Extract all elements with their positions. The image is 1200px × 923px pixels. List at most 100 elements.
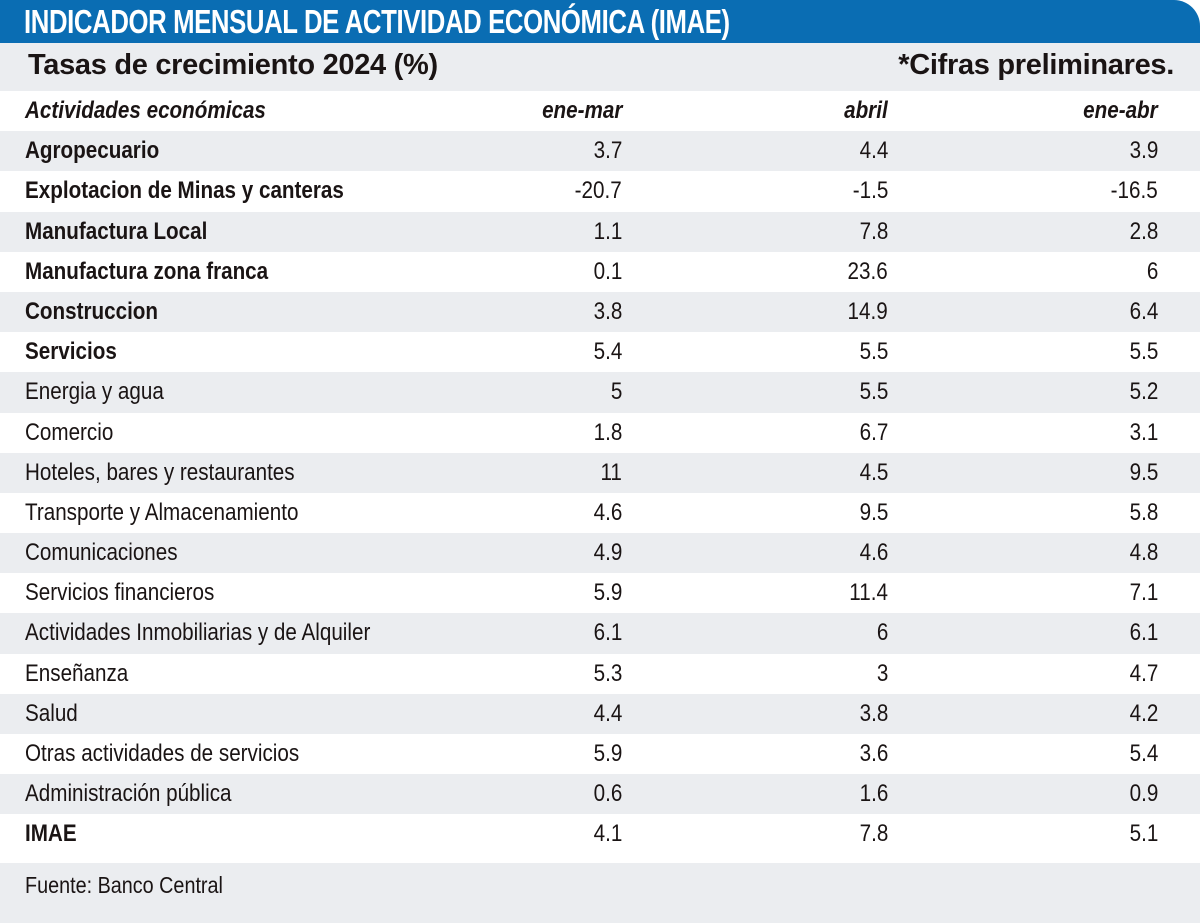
- activity-label: IMAE: [25, 820, 77, 848]
- table-row: Actividades Inmobiliarias y de Alquiler 6…: [0, 613, 1200, 654]
- footer: Fuente: Banco Central: [0, 863, 1200, 923]
- activity-label: Construccion: [25, 297, 159, 325]
- value-abril: 4.4: [859, 137, 888, 165]
- value-ene-mar: 5.9: [593, 740, 622, 767]
- value-ene-mar: 4.9: [593, 539, 622, 567]
- value-ene-mar: 1.1: [593, 217, 622, 245]
- table-row: Administración pública 0.6 1.6 0.9: [0, 774, 1200, 815]
- activity-label: Manufactura zona franca: [25, 257, 269, 285]
- activity-label: Otras actividades de servicios: [25, 740, 300, 767]
- value-abril: 5.5: [859, 378, 888, 406]
- table-body: Agropecuario 3.7 4.4 3.9 Explotacion de Mina…: [0, 131, 1200, 855]
- table-row: Servicios 5.4 5.5 5.5: [0, 332, 1200, 373]
- value-ene-abr: 5.5: [1129, 338, 1158, 366]
- value-ene-abr: 5.2: [1129, 378, 1158, 406]
- column-header-activity: Actividades económicas: [25, 97, 266, 124]
- source-note: Fuente: Banco Central: [25, 872, 223, 898]
- value-ene-abr: -16.5: [1110, 177, 1158, 205]
- table-row: Servicios financieros 5.9 11.4 7.1: [0, 573, 1200, 614]
- activity-label: Explotacion de Minas y canteras: [25, 177, 344, 205]
- table-row: Energia y agua 5 5.5 5.2: [0, 372, 1200, 413]
- value-abril: 4.6: [859, 539, 888, 567]
- column-header-abril: abril: [844, 97, 888, 124]
- value-ene-abr: 5.8: [1129, 498, 1158, 526]
- value-ene-abr: 7.1: [1129, 579, 1158, 607]
- value-abril: 6: [876, 619, 888, 647]
- table-header-row: Actividades económicas ene-mar abril ene…: [0, 91, 1200, 132]
- table-row: Comercio 1.8 6.7 3.1: [0, 412, 1200, 453]
- value-ene-mar: 0.6: [593, 780, 622, 808]
- table-row: Manufactura Local 1.1 7.8 2.8: [0, 211, 1200, 252]
- activity-label: Hoteles, bares y restaurantes: [25, 458, 295, 486]
- value-abril: 4.5: [859, 458, 888, 486]
- value-ene-mar: 4.1: [593, 820, 622, 848]
- column-header-ene-mar: ene-mar: [541, 97, 622, 124]
- activity-label: Energia y agua: [25, 378, 164, 406]
- value-ene-abr: 4.7: [1129, 659, 1158, 687]
- value-ene-abr: 6.4: [1129, 297, 1158, 325]
- value-ene-abr: 3.9: [1129, 137, 1158, 165]
- value-ene-mar: 1.8: [593, 418, 622, 446]
- value-ene-abr: 2.8: [1129, 217, 1158, 245]
- value-ene-abr: 9.5: [1129, 458, 1158, 486]
- value-ene-mar: 5.3: [593, 659, 622, 687]
- value-ene-mar: 11: [600, 458, 622, 486]
- value-abril: -1.5: [852, 177, 888, 205]
- value-ene-mar: 6.1: [593, 619, 622, 647]
- value-abril: 7.8: [859, 217, 888, 245]
- page-title: INDICADOR MENSUAL DE ACTIVIDAD ECONÓMICA…: [24, 3, 730, 40]
- activity-label: Servicios: [25, 338, 117, 366]
- value-ene-mar: 3.7: [593, 137, 622, 165]
- value-ene-mar: 3.8: [593, 297, 622, 325]
- value-abril: 5.5: [859, 338, 888, 366]
- table-row: Explotacion de Minas y canteras -20.7 -1.5…: [0, 171, 1200, 212]
- value-ene-abr: 6: [1146, 257, 1158, 285]
- table-row: Otras actividades de servicios 5.9 3.6 5.4: [0, 734, 1200, 775]
- table-row: Construccion 3.8 14.9 6.4: [0, 291, 1200, 333]
- value-ene-abr: 4.2: [1129, 699, 1158, 727]
- value-ene-abr: 6.1: [1129, 619, 1158, 647]
- table-row: Hoteles, bares y restaurantes 11 4.5 9.5: [0, 452, 1200, 493]
- table-row: Manufactura zona franca 0.1 23.6 6: [0, 251, 1200, 292]
- value-abril: 3: [876, 659, 888, 687]
- preliminary-note: *Cifras preliminares.: [898, 49, 1174, 81]
- activity-label: Administración pública: [25, 780, 232, 808]
- activity-label: Manufactura Local: [25, 217, 208, 245]
- value-abril: 11.4: [849, 579, 888, 607]
- value-abril: 3.6: [859, 740, 888, 767]
- value-ene-mar: 5.4: [593, 338, 622, 366]
- table-row: Agropecuario 3.7 4.4 3.9: [0, 131, 1200, 172]
- activity-label: Transporte y Almacenamiento: [25, 498, 299, 526]
- value-abril: 6.7: [859, 418, 888, 446]
- value-abril: 3.8: [859, 699, 888, 727]
- value-ene-abr: 5.4: [1129, 740, 1158, 767]
- data-table: Actividades económicas ene-mar abril ene…: [0, 91, 1200, 855]
- table-row: Transporte y Almacenamiento 4.6 9.5 5.8: [0, 492, 1200, 534]
- activity-label: Actividades Inmobiliarias y de Alquiler: [25, 619, 371, 647]
- subtitle: Tasas de crecimiento 2024 (%): [28, 49, 438, 81]
- value-abril: 23.6: [847, 257, 888, 285]
- value-abril: 1.6: [859, 780, 888, 808]
- table-row: Enseñanza 5.3 3 4.7: [0, 653, 1200, 694]
- activity-label: Enseñanza: [25, 659, 129, 687]
- table-row: Comunicaciones 4.9 4.6 4.8: [0, 533, 1200, 574]
- value-abril: 14.9: [847, 297, 888, 325]
- value-ene-mar: 5.9: [593, 579, 622, 607]
- activity-label: Agropecuario: [25, 137, 160, 165]
- activity-label: Salud: [25, 699, 78, 727]
- table-row: Salud 4.4 3.8 4.2: [0, 693, 1200, 734]
- value-ene-abr: 0.9: [1129, 780, 1158, 808]
- activity-label: Comunicaciones: [25, 539, 178, 567]
- activity-label: Comercio: [25, 418, 114, 446]
- value-ene-abr: 5.1: [1129, 820, 1158, 848]
- value-abril: 7.8: [859, 820, 888, 848]
- value-ene-mar: 4.4: [593, 699, 622, 727]
- value-ene-mar: 5: [610, 378, 622, 406]
- activity-label: Servicios financieros: [25, 579, 215, 607]
- value-ene-abr: 4.8: [1129, 539, 1158, 567]
- value-abril: 9.5: [859, 498, 888, 526]
- table-row: IMAE 4.1 7.8 5.1: [0, 814, 1200, 855]
- value-ene-mar: -20.7: [574, 177, 622, 205]
- title-band: INDICADOR MENSUAL DE ACTIVIDAD ECONÓMICA…: [0, 0, 1200, 43]
- subtitle-band: Tasas de crecimiento 2024 (%) *Cifras pr…: [0, 43, 1200, 91]
